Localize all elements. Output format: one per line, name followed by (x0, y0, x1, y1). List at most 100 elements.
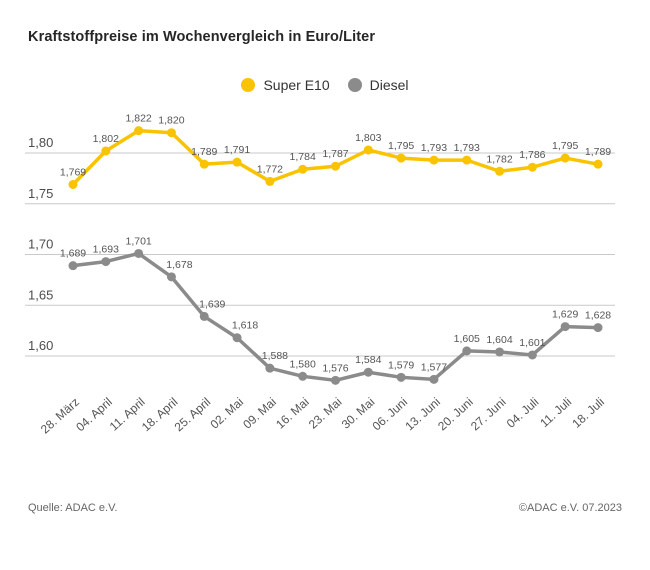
data-point (396, 153, 406, 163)
value-label: 1,701 (125, 235, 151, 247)
data-point (265, 363, 275, 373)
data-point (166, 128, 176, 138)
data-point (429, 374, 439, 384)
x-axis-tick-label: 04. April (73, 395, 115, 434)
x-axis-tick-label: 18. April (139, 395, 181, 434)
data-point (462, 155, 472, 165)
data-point (495, 347, 505, 357)
chart-legend: Super E10 Diesel (0, 77, 650, 93)
data-point (331, 161, 340, 171)
value-label: 1,584 (355, 354, 381, 366)
data-point (298, 371, 308, 381)
y-axis-tick-label: 1,70 (28, 237, 53, 252)
value-label: 1,618 (232, 320, 258, 332)
legend-item-super-e10: Super E10 (241, 77, 330, 93)
value-label: 1,793 (454, 142, 480, 154)
data-point (331, 375, 340, 385)
value-label: 1,786 (519, 149, 545, 161)
value-label: 1,822 (125, 113, 151, 125)
value-label: 1,605 (454, 333, 480, 345)
series-line-diesel (71, 251, 600, 383)
data-point (199, 159, 209, 169)
value-label: 1,601 (519, 337, 545, 349)
data-point (527, 350, 537, 360)
x-axis-tick-label: 25. April (172, 395, 214, 434)
legend-label-diesel: Diesel (369, 77, 409, 93)
value-label: 1,693 (93, 244, 119, 256)
data-point (396, 372, 406, 382)
value-label: 1,791 (224, 144, 250, 156)
data-point (265, 176, 275, 186)
value-label: 1,588 (262, 350, 288, 362)
value-label: 1,793 (421, 142, 447, 154)
value-label: 1,772 (257, 163, 283, 175)
data-point (560, 322, 570, 332)
value-label: 1,577 (421, 361, 447, 373)
y-axis-tick-label: 1,65 (28, 287, 53, 302)
value-label: 1,803 (355, 132, 381, 144)
data-point (560, 153, 570, 163)
copyright-note: ©ADAC e.V. 07.2023 (518, 502, 622, 514)
data-point (134, 248, 144, 258)
value-label: 1,629 (552, 309, 578, 321)
value-label: 1,795 (552, 140, 578, 152)
value-label: 1,639 (199, 298, 225, 310)
data-point (68, 179, 78, 189)
value-label: 1,580 (290, 358, 316, 370)
value-label: 1,782 (486, 153, 512, 165)
value-label: 1,784 (290, 151, 316, 163)
page-title: Kraftstoffpreise im Wochenvergleich in E… (28, 29, 376, 45)
legend-label-super-e10: Super E10 (263, 77, 330, 93)
data-point (363, 145, 373, 155)
value-label: 1,789 (191, 146, 217, 158)
data-point (166, 272, 176, 282)
data-point (199, 311, 209, 321)
x-axis-tick-label: 16. Mai (273, 395, 312, 432)
data-point (363, 367, 373, 377)
data-point (68, 261, 78, 271)
value-label: 1,789 (585, 146, 611, 158)
data-point (593, 323, 603, 333)
x-axis-tick-label: 27. Juni (468, 395, 509, 434)
y-axis-tick-label: 1,80 (28, 135, 53, 150)
value-label: 1,579 (388, 359, 414, 371)
y-axis-tick-label: 1,75 (28, 186, 53, 201)
x-axis-tick-label: 02. Mai (207, 395, 246, 432)
x-axis-tick-label: 28. März (38, 395, 82, 437)
legend-item-diesel: Diesel (347, 77, 409, 93)
data-point (232, 157, 242, 167)
value-label: 1,820 (158, 115, 184, 127)
value-label: 1,769 (60, 166, 86, 178)
x-axis-tick-label: 04. Juli (504, 395, 542, 431)
data-point (495, 166, 505, 176)
value-label: 1,795 (388, 140, 414, 152)
value-label: 1,787 (322, 148, 348, 160)
x-axis-tick-label: 13. Juni (402, 395, 443, 434)
data-point (462, 346, 472, 356)
value-label: 1,576 (322, 362, 348, 374)
y-axis-tick-label: 1,60 (28, 338, 53, 353)
x-axis-tick-label: 23. Mai (306, 395, 345, 432)
x-axis-tick-label: 18. Juli (569, 395, 607, 431)
x-axis-tick-label: 06. Juni (370, 395, 411, 434)
value-label: 1,802 (93, 133, 119, 145)
super-e10-dot-icon (241, 78, 256, 92)
data-point (101, 146, 111, 156)
value-label: 1,628 (585, 310, 611, 322)
data-point (429, 155, 439, 165)
value-label: 1,678 (166, 259, 192, 271)
x-axis-tick-label: 11. Juli (537, 395, 574, 430)
data-point (101, 257, 111, 267)
data-point (134, 126, 144, 136)
data-point (298, 164, 308, 174)
source-credit: Quelle: ADAC e.V. (28, 502, 118, 514)
x-axis-tick-label: 20. Juni (435, 395, 476, 434)
data-point (232, 333, 242, 343)
diesel-dot-icon (347, 78, 362, 92)
value-label: 1,604 (486, 334, 512, 346)
x-axis-tick-label: 09. Mai (240, 395, 279, 432)
data-point (593, 159, 603, 169)
data-point (527, 162, 537, 172)
value-label: 1,689 (60, 248, 86, 260)
